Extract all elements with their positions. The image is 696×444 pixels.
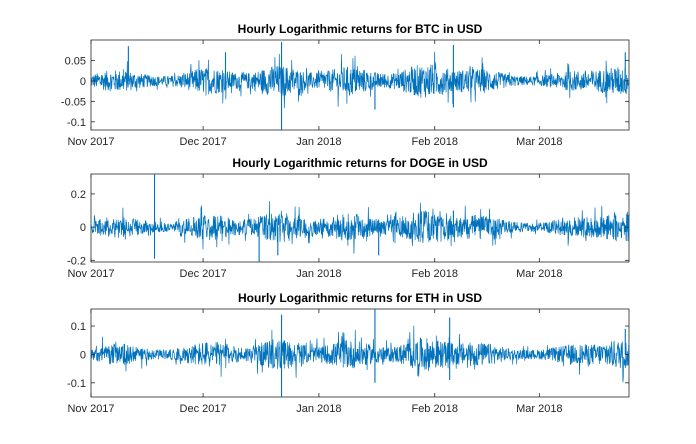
btc-ytick-label-3: -0.1 (67, 117, 86, 129)
doge-xtick-label-1: Dec 2017 (180, 268, 227, 280)
eth-panel: 0.1 0 -0.1 Nov 2017 Dec 2017 Jan 2018 Feb 2018… (67, 291, 630, 415)
eth-axes-box (90, 308, 630, 398)
btc-xtick-label-1: Dec 2017 (180, 136, 227, 148)
btc-xtick-label-3: Feb 2018 (411, 136, 457, 148)
btc-xtick-label-0: Nov 2017 (67, 136, 114, 148)
doge-xtick-label-3: Feb 2018 (411, 268, 457, 280)
doge-ytick-label-1: 0 (80, 222, 86, 234)
doge-xtick-label-4: Mar 2018 (516, 268, 562, 280)
eth-xtick-label-3: Feb 2018 (411, 403, 457, 415)
eth-xtick-label-2: Jan 2018 (296, 403, 341, 415)
doge-returns-line (90, 201, 630, 254)
btc-returns-line (90, 51, 630, 109)
doge-ytick-label-2: -0.2 (67, 255, 86, 267)
btc-ytick-label-2: -0.05 (61, 96, 86, 108)
btc-panel: 0.05 0 -0.05 -0.1 Nov 2017 Dec 2017 Jan 2018 Fe… (61, 22, 630, 148)
eth-xtick-label-4: Mar 2018 (516, 403, 562, 415)
btc-chart-title: Hourly Logarithmic returns for BTC in US… (238, 22, 483, 36)
btc-ytick-label-0: 0.05 (65, 55, 86, 67)
eth-xtick-label-1: Dec 2017 (180, 403, 227, 415)
eth-ytick-label-0: 0.1 (71, 321, 86, 333)
btc-xtick-label-4: Mar 2018 (516, 136, 562, 148)
btc-xtick-label-2: Jan 2018 (296, 136, 341, 148)
eth-returns-line (90, 325, 630, 383)
doge-xtick-label-0: Nov 2017 (67, 268, 114, 280)
eth-ytick-label-2: -0.1 (67, 378, 86, 390)
doge-ytick-label-0: 0.2 (71, 189, 86, 201)
eth-xtick-label-0: Nov 2017 (67, 403, 114, 415)
eth-chart-title: Hourly Logarithmic returns for ETH in US… (238, 291, 482, 305)
doge-axes-box (90, 173, 630, 263)
doge-chart-title: Hourly Logarithmic returns for DOGE in U… (232, 156, 488, 170)
doge-xtick-label-2: Jan 2018 (296, 268, 341, 280)
btc-ytick-label-1: 0 (80, 76, 86, 88)
eth-ytick-label-1: 0 (80, 349, 86, 361)
